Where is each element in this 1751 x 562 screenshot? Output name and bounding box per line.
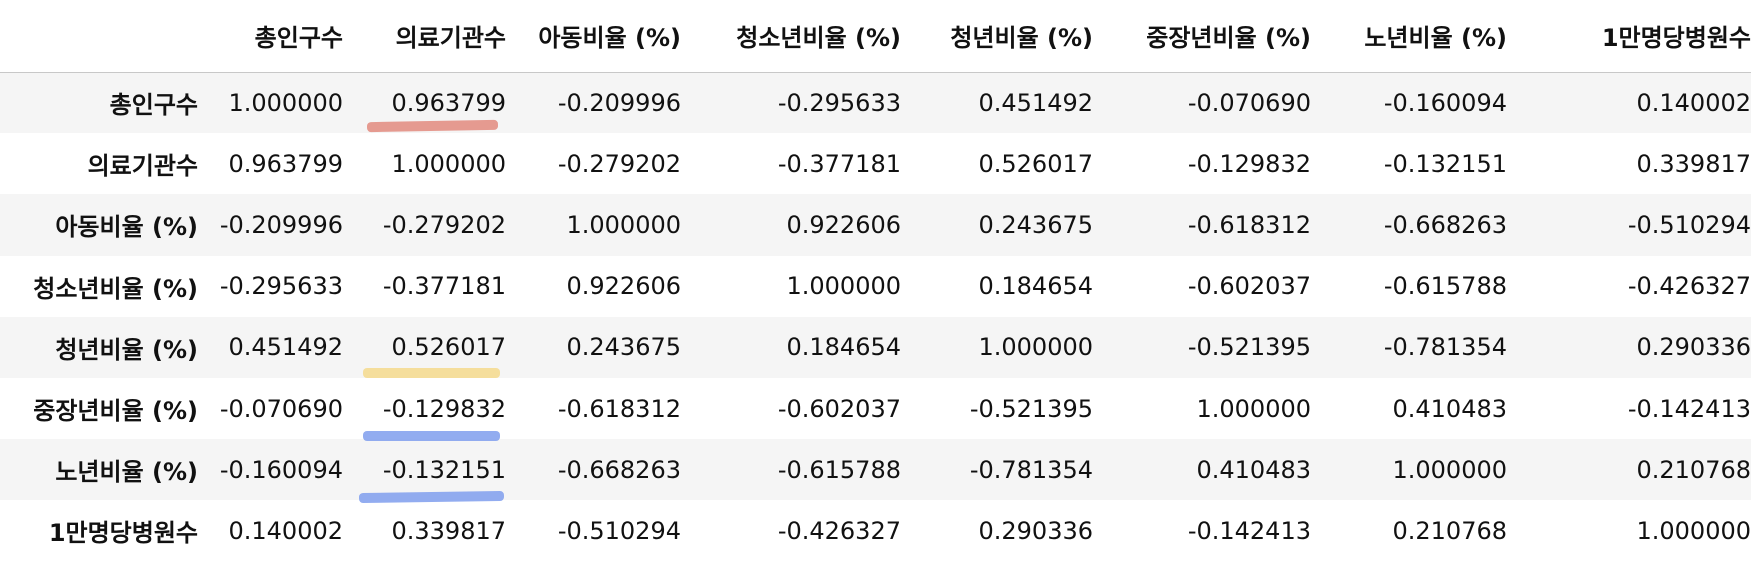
table-cell: -0.070690 bbox=[1187, 88, 1311, 117]
table-cell: 0.140002 bbox=[228, 516, 343, 545]
table-cell: -0.070690 bbox=[219, 394, 343, 423]
table-cell: 1.000000 bbox=[228, 88, 343, 117]
table-cell: 1.000000 bbox=[566, 210, 681, 239]
table-cell: 0.243675 bbox=[566, 333, 681, 362]
table-cell: -0.160094 bbox=[1383, 88, 1507, 117]
table-cell: 0.526017 bbox=[978, 149, 1093, 178]
cell-value: 0.963799 bbox=[391, 88, 506, 117]
table-cell: 0.210768 bbox=[1392, 516, 1507, 545]
row-header: 아동비율 (%) bbox=[55, 213, 198, 242]
table-cell: -0.618312 bbox=[1187, 210, 1311, 239]
column-header: 총인구수 bbox=[198, 0, 343, 73]
table-cell: -0.132151 bbox=[343, 439, 506, 504]
cell-value: -0.129832 bbox=[382, 394, 506, 423]
table-row: 노년비율 (%) -0.160094 -0.132151 -0.668263 -… bbox=[0, 439, 1751, 504]
table-cell: -0.142413 bbox=[1187, 516, 1311, 545]
table-cell: -0.295633 bbox=[219, 272, 343, 301]
table-cell: -0.510294 bbox=[557, 516, 681, 545]
table-cell: 1.000000 bbox=[978, 333, 1093, 362]
table-cell: 0.339817 bbox=[1636, 149, 1751, 178]
table-row: 총인구수 1.000000 0.963799 -0.209996 -0.2956… bbox=[0, 72, 1751, 134]
table-row: 의료기관수 0.963799 1.000000 -0.279202 -0.377… bbox=[0, 133, 1751, 194]
table-cell: 0.410483 bbox=[1392, 394, 1507, 423]
table-cell: -0.602037 bbox=[1187, 272, 1311, 301]
row-header: 중장년비율 (%) bbox=[33, 397, 198, 426]
table-cell: -0.295633 bbox=[777, 88, 901, 117]
row-header: 1만명당병원수 bbox=[48, 519, 198, 548]
table-cell: 0.963799 bbox=[343, 72, 506, 133]
table-cell: -0.209996 bbox=[219, 210, 343, 239]
corner-cell bbox=[0, 0, 198, 73]
table-row: 1만명당병원수 0.140002 0.339817 -0.510294 -0.4… bbox=[0, 500, 1751, 561]
table-cell: -0.781354 bbox=[1383, 333, 1507, 362]
table-cell: -0.668263 bbox=[557, 455, 681, 484]
table-cell: -0.615788 bbox=[1383, 272, 1507, 301]
table-row: 청년비율 (%) 0.451492 0.526017 0.243675 0.18… bbox=[0, 316, 1751, 378]
table-cell: -0.618312 bbox=[557, 394, 681, 423]
table-row: 중장년비율 (%) -0.070690 -0.129832 -0.618312 … bbox=[0, 378, 1751, 442]
table-cell: -0.426327 bbox=[1627, 272, 1751, 301]
table-cell: -0.521395 bbox=[1187, 333, 1311, 362]
table-cell: 0.184654 bbox=[786, 333, 901, 362]
table-cell: 0.922606 bbox=[566, 272, 681, 301]
table-cell: 0.410483 bbox=[1196, 455, 1311, 484]
table-cell: -0.668263 bbox=[1383, 210, 1507, 239]
table-cell: -0.279202 bbox=[382, 210, 506, 239]
table-cell: -0.521395 bbox=[969, 394, 1093, 423]
column-header: 노년비율 (%) bbox=[1311, 0, 1507, 73]
table-cell: 0.210768 bbox=[1636, 455, 1751, 484]
table-cell: 0.526017 bbox=[343, 317, 506, 378]
table-cell: -0.129832 bbox=[1187, 149, 1311, 178]
yellow-highlight-mark bbox=[363, 367, 500, 378]
row-header: 의료기관수 bbox=[87, 152, 198, 181]
table-cell: 0.290336 bbox=[978, 516, 1093, 545]
table-cell: 0.243675 bbox=[978, 210, 1093, 239]
table-cell: 0.290336 bbox=[1636, 333, 1751, 362]
column-header: 1만명당병원수 bbox=[1507, 0, 1751, 73]
column-header: 청소년비율 (%) bbox=[681, 0, 901, 73]
column-header: 중장년비율 (%) bbox=[1093, 0, 1311, 73]
table-cell: 1.000000 bbox=[786, 272, 901, 301]
table-row: 청소년비율 (%) -0.295633 -0.377181 0.922606 1… bbox=[0, 256, 1751, 317]
table-cell: -0.615788 bbox=[777, 455, 901, 484]
table-cell: 0.184654 bbox=[978, 272, 1093, 301]
table-cell: -0.160094 bbox=[219, 455, 343, 484]
red-highlight-mark bbox=[366, 120, 499, 133]
row-header: 노년비율 (%) bbox=[55, 458, 198, 487]
table-cell: -0.209996 bbox=[557, 88, 681, 117]
row-header: 청소년비율 (%) bbox=[33, 274, 198, 303]
cell-value: 0.526017 bbox=[391, 333, 506, 362]
column-header: 의료기관수 bbox=[343, 0, 506, 73]
table-cell: -0.426327 bbox=[777, 516, 901, 545]
row-header: 청년비율 (%) bbox=[55, 335, 198, 364]
cell-value: -0.132151 bbox=[382, 455, 506, 484]
table-cell: -0.602037 bbox=[777, 394, 901, 423]
blue-highlight-mark bbox=[363, 431, 500, 442]
table-cell: -0.129832 bbox=[343, 378, 506, 442]
table-cell: 0.451492 bbox=[978, 88, 1093, 117]
column-header: 아동비율 (%) bbox=[506, 0, 681, 73]
table-cell: 1.000000 bbox=[391, 149, 506, 178]
table-cell: 1.000000 bbox=[1636, 516, 1751, 545]
header-row: 총인구수 의료기관수 아동비율 (%) 청소년비율 (%) 청년비율 (%) 중… bbox=[0, 0, 1751, 73]
table-cell: 1.000000 bbox=[1196, 394, 1311, 423]
table-cell: -0.377181 bbox=[777, 149, 901, 178]
table-cell: -0.510294 bbox=[1627, 210, 1751, 239]
table-cell: 1.000000 bbox=[1392, 455, 1507, 484]
column-header: 청년비율 (%) bbox=[901, 0, 1093, 73]
table-row: 아동비율 (%) -0.209996 -0.279202 1.000000 0.… bbox=[0, 194, 1751, 256]
row-header: 총인구수 bbox=[109, 91, 198, 120]
table-cell: -0.132151 bbox=[1383, 149, 1507, 178]
table-cell: -0.781354 bbox=[969, 455, 1093, 484]
table-cell: 0.140002 bbox=[1636, 88, 1751, 117]
table-cell: 0.922606 bbox=[786, 210, 901, 239]
table-cell: -0.377181 bbox=[382, 272, 506, 301]
table-cell: 0.963799 bbox=[228, 149, 343, 178]
table-cell: 0.451492 bbox=[228, 333, 343, 362]
table-cell: 0.339817 bbox=[391, 516, 506, 545]
table-cell: -0.142413 bbox=[1627, 394, 1751, 423]
table-cell: -0.279202 bbox=[557, 149, 681, 178]
